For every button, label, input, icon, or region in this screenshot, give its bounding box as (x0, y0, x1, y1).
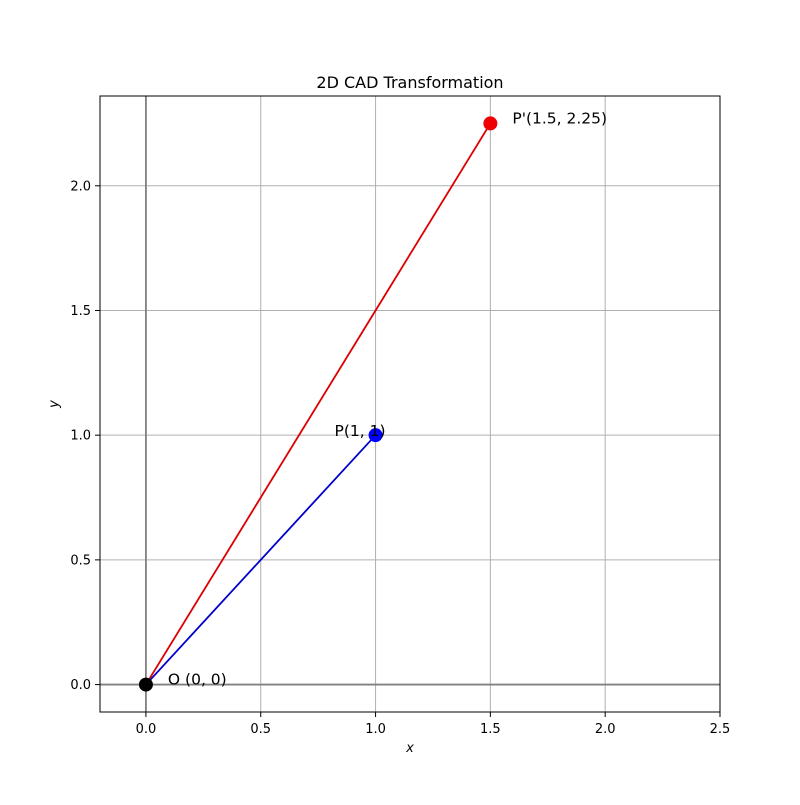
y-tick-label: 0.5 (70, 553, 91, 568)
chart-title: 2D CAD Transformation (316, 73, 503, 92)
y-axis-label: y (47, 400, 62, 409)
x-tick-label: 1.0 (365, 722, 386, 737)
point-label-1: P(1, 1) (335, 422, 386, 440)
point-marker-2 (483, 116, 498, 131)
reference-lines (100, 96, 720, 712)
point-label-2: P'(1.5, 2.25) (512, 109, 607, 127)
points-layer (138, 116, 498, 692)
x-tick-label: 0.5 (250, 722, 271, 737)
x-axis-label: x (405, 741, 414, 756)
y-tick-label: 2.0 (70, 179, 91, 194)
y-tick-label: 1.5 (70, 304, 91, 319)
y-tick-label: 0.0 (70, 678, 91, 693)
x-tick-label: 2.5 (710, 722, 731, 737)
series-layer (145, 122, 492, 686)
x-tick-label: 0.0 (136, 722, 157, 737)
y-tick-label: 1.0 (70, 429, 91, 444)
x-tick-label: 1.5 (480, 722, 501, 737)
x-tick-label: 2.0 (595, 722, 616, 737)
annotations-layer: O (0, 0) P(1, 1) P'(1.5, 2.25) (168, 109, 607, 688)
vector-segment-0 (145, 434, 377, 686)
point-marker-0 (138, 677, 153, 692)
point-label-0: O (0, 0) (168, 671, 227, 689)
ticks-layer: 0.0 0.5 1.0 1.5 2.0 2.5 0.0 0.5 1.0 1.5 2.0 (70, 179, 730, 737)
point-marker-1 (368, 428, 383, 443)
plot-frame (99, 95, 721, 713)
vector-segment-1 (145, 122, 492, 686)
